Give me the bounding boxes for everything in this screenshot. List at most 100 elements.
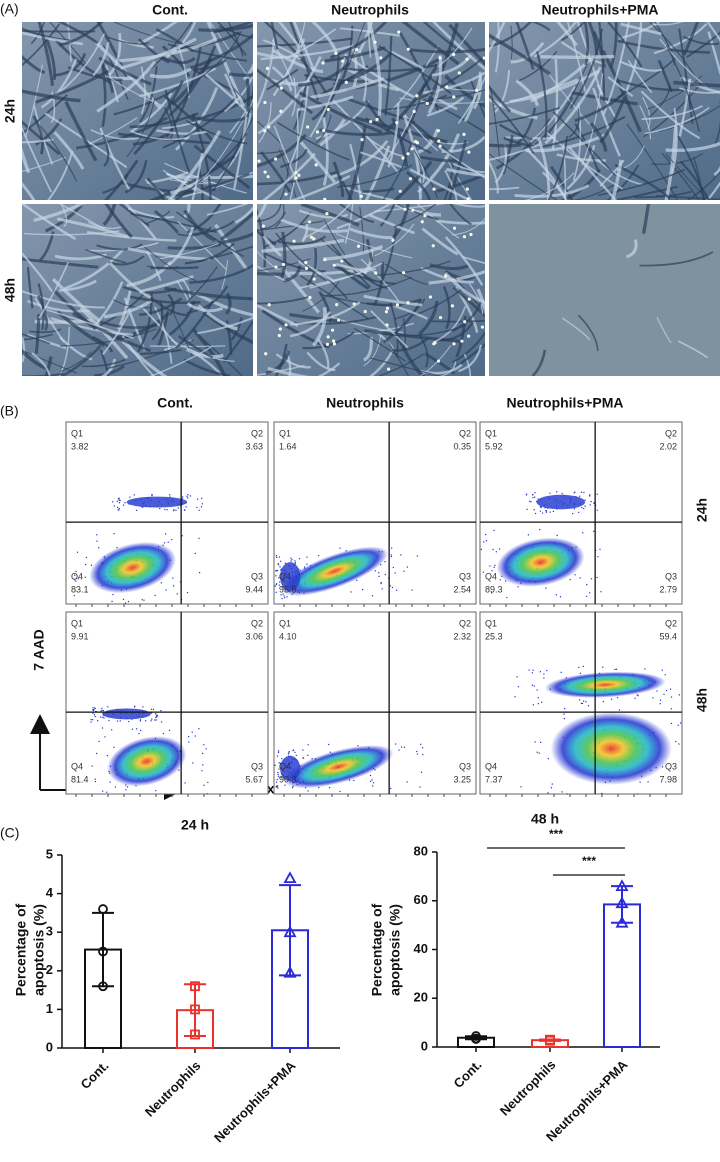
event-dot bbox=[670, 696, 673, 698]
event-dot bbox=[156, 715, 158, 717]
cell bbox=[257, 204, 282, 222]
y-tick-label: 20 bbox=[414, 990, 428, 1005]
cell bbox=[547, 136, 569, 200]
neutrophil bbox=[340, 259, 344, 263]
event-dot bbox=[369, 780, 372, 782]
cell bbox=[489, 106, 561, 125]
event-dot bbox=[277, 750, 280, 752]
quadrant-value: 7.37 bbox=[485, 774, 503, 784]
event-dot bbox=[90, 718, 92, 721]
event-dot bbox=[489, 565, 491, 567]
event-dot bbox=[670, 708, 672, 710]
event-dot bbox=[556, 491, 558, 493]
cell bbox=[35, 69, 110, 104]
event-dot bbox=[207, 781, 209, 784]
event-dot bbox=[290, 560, 292, 562]
neutrophil bbox=[460, 339, 464, 343]
bar-chart: 24 h Percentage of apoptosis (%) 0 1 2 3 4 5 Cont… bbox=[13, 817, 340, 1145]
neutrophil bbox=[375, 117, 379, 122]
cell bbox=[349, 227, 396, 240]
neutrophil bbox=[325, 212, 329, 216]
error-bar bbox=[539, 1038, 561, 1042]
event-dot bbox=[104, 736, 106, 738]
cell bbox=[257, 133, 307, 168]
event-dot bbox=[378, 575, 380, 578]
cell bbox=[682, 22, 700, 56]
event-dot bbox=[275, 583, 278, 585]
event-dot bbox=[167, 541, 169, 543]
event-dot bbox=[277, 785, 279, 787]
cell bbox=[336, 164, 413, 188]
cell bbox=[458, 344, 483, 373]
neutrophil bbox=[294, 171, 298, 175]
event-dot bbox=[116, 500, 118, 502]
neutrophil bbox=[281, 262, 286, 267]
neutrophil bbox=[341, 59, 345, 63]
event-dot bbox=[281, 597, 283, 600]
cell bbox=[162, 121, 197, 130]
quadrant-value: 7.98 bbox=[659, 774, 677, 784]
neutrophil bbox=[397, 30, 401, 34]
cell bbox=[103, 299, 153, 319]
cell bbox=[156, 129, 208, 135]
cell bbox=[433, 306, 467, 343]
cell bbox=[299, 275, 369, 320]
error-bar bbox=[184, 983, 206, 1038]
cell bbox=[679, 87, 720, 94]
event-dot bbox=[578, 511, 580, 513]
cell bbox=[170, 339, 235, 362]
cell bbox=[302, 280, 340, 312]
cell bbox=[22, 31, 83, 46]
cell bbox=[449, 204, 472, 226]
quadrant-value: 3.63 bbox=[245, 441, 263, 451]
data-point bbox=[190, 1029, 200, 1040]
error-bar bbox=[279, 884, 301, 977]
event-dot bbox=[529, 500, 531, 502]
cell bbox=[418, 334, 429, 368]
cell bbox=[232, 116, 248, 190]
neutrophil bbox=[307, 220, 312, 224]
quadrant-name: Q1 bbox=[485, 618, 497, 628]
event-dot bbox=[374, 570, 376, 572]
cell bbox=[583, 22, 590, 66]
cell bbox=[22, 94, 68, 135]
event-dot bbox=[160, 582, 162, 584]
cell bbox=[183, 209, 216, 242]
cell bbox=[278, 149, 298, 200]
event-dot bbox=[277, 787, 279, 789]
quadrant-value: 95.5 bbox=[279, 584, 297, 594]
cell bbox=[442, 286, 451, 330]
event-dot bbox=[188, 735, 190, 738]
cell bbox=[22, 204, 77, 241]
cell bbox=[531, 22, 551, 32]
event-dot bbox=[353, 779, 355, 782]
cell bbox=[322, 244, 384, 261]
event-dot bbox=[616, 697, 619, 699]
cell bbox=[58, 326, 70, 376]
cell bbox=[587, 22, 599, 55]
cell bbox=[322, 117, 329, 186]
neutrophil bbox=[356, 244, 361, 248]
event-dot bbox=[536, 689, 538, 691]
event-dot bbox=[480, 548, 482, 550]
neutrophil bbox=[420, 220, 424, 224]
neutrophil bbox=[482, 56, 485, 60]
cell bbox=[22, 120, 61, 156]
bar-chart: 48 h Percentage of apoptosis (%) 0 20 40 60 80 C… bbox=[369, 811, 660, 1144]
cell bbox=[326, 276, 413, 297]
cell bbox=[679, 160, 711, 200]
cell bbox=[277, 121, 350, 161]
density bbox=[536, 494, 586, 510]
row-label: 48h bbox=[694, 688, 710, 712]
neutrophil bbox=[432, 342, 436, 346]
event-dot bbox=[276, 755, 279, 757]
neutrophil bbox=[445, 85, 449, 89]
cell bbox=[607, 76, 634, 98]
event-dot bbox=[172, 510, 175, 512]
micrograph-bg bbox=[489, 204, 720, 376]
cell bbox=[393, 204, 437, 228]
event-dot bbox=[596, 509, 598, 511]
cell bbox=[32, 115, 44, 155]
cell bbox=[620, 22, 662, 36]
neutrophil bbox=[314, 163, 318, 167]
